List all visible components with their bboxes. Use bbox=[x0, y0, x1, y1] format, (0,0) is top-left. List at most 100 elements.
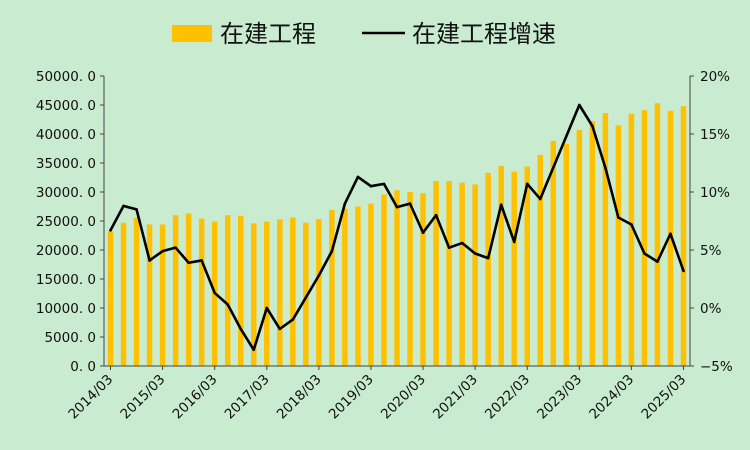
y-left-tick-label: 50000. 0 bbox=[36, 69, 96, 85]
line-point bbox=[109, 228, 112, 232]
bar bbox=[641, 110, 648, 366]
y-left-tick-label: 0. 0 bbox=[70, 359, 96, 375]
line-point bbox=[617, 216, 620, 219]
line-point bbox=[226, 303, 230, 306]
line-point bbox=[174, 246, 177, 249]
bar bbox=[576, 129, 583, 366]
bar bbox=[159, 224, 166, 366]
bar bbox=[420, 193, 426, 366]
x-tick-label: 2020/03 bbox=[378, 372, 429, 423]
bar bbox=[407, 192, 413, 366]
line-point bbox=[604, 166, 607, 169]
bar bbox=[120, 222, 127, 366]
bar bbox=[524, 166, 530, 366]
bar bbox=[107, 231, 114, 366]
line-point bbox=[343, 202, 347, 205]
x-tick-label: 2015/03 bbox=[117, 372, 168, 423]
bar bbox=[628, 113, 635, 366]
line-point bbox=[278, 327, 282, 331]
line-point bbox=[317, 274, 321, 277]
bar bbox=[589, 121, 596, 367]
bar bbox=[446, 180, 452, 366]
y-left-tick-label: 15000. 0 bbox=[36, 272, 96, 288]
bar bbox=[224, 215, 231, 366]
y-right-tick-label: 20% bbox=[700, 69, 730, 85]
x-tick-label: 2021/03 bbox=[430, 372, 481, 423]
line-point bbox=[356, 175, 360, 179]
line-series bbox=[109, 103, 685, 352]
bar bbox=[133, 217, 140, 366]
y-right-tick-label: 15% bbox=[700, 127, 730, 143]
y-left-tick-label: 40000. 0 bbox=[36, 127, 96, 143]
y-left-tick-label: 25000. 0 bbox=[36, 214, 96, 230]
bar bbox=[277, 219, 283, 366]
bar bbox=[303, 222, 309, 366]
line-point bbox=[512, 240, 516, 244]
line-point bbox=[187, 261, 190, 265]
line-point bbox=[499, 203, 503, 207]
x-tick-label: 2024/03 bbox=[586, 372, 637, 423]
line-point bbox=[369, 184, 373, 188]
line-point bbox=[551, 166, 555, 169]
bar bbox=[485, 172, 491, 366]
legend: 在建工程 在建工程增速 bbox=[172, 20, 556, 48]
x-tick-label: 2025/03 bbox=[638, 372, 689, 423]
legend-line-label: 在建工程增速 bbox=[412, 20, 556, 48]
line-point bbox=[135, 208, 138, 211]
x-tick-label: 2018/03 bbox=[274, 372, 325, 423]
bar bbox=[498, 165, 504, 366]
y-left-tick-label: 20000. 0 bbox=[36, 243, 96, 259]
line-point bbox=[265, 306, 269, 310]
line-point bbox=[669, 232, 672, 236]
line-point bbox=[434, 213, 438, 217]
y-right-tick-label: −5% bbox=[700, 359, 733, 375]
line-point bbox=[148, 259, 151, 262]
bar bbox=[472, 184, 478, 366]
line-point bbox=[447, 246, 451, 249]
bar bbox=[680, 106, 687, 366]
bar bbox=[342, 208, 348, 366]
bar bbox=[550, 140, 556, 366]
bar bbox=[355, 206, 361, 366]
x-tick-label: 2014/03 bbox=[65, 372, 116, 423]
bar bbox=[537, 154, 543, 366]
bar bbox=[198, 218, 205, 366]
line-point bbox=[643, 252, 646, 255]
x-tick-label: 2023/03 bbox=[534, 372, 585, 423]
bar bbox=[264, 221, 270, 366]
y-right-tick-label: 5% bbox=[700, 243, 722, 259]
bar bbox=[511, 171, 517, 366]
line-point bbox=[213, 291, 216, 295]
line-point bbox=[473, 252, 477, 255]
bar bbox=[615, 125, 622, 366]
y-left-tick-label: 10000. 0 bbox=[36, 301, 96, 317]
y-left-tick-label: 45000. 0 bbox=[36, 98, 96, 114]
line-point bbox=[682, 269, 685, 273]
x-tick-label: 2016/03 bbox=[170, 372, 221, 423]
bar bbox=[368, 203, 374, 366]
line-point bbox=[304, 296, 308, 299]
bar bbox=[316, 219, 322, 366]
line-point bbox=[330, 249, 334, 253]
bar bbox=[329, 209, 335, 366]
bar bbox=[290, 217, 296, 366]
line-point bbox=[578, 103, 581, 107]
y-right-tick-label: 10% bbox=[700, 185, 730, 201]
line-point bbox=[525, 182, 529, 186]
bar bbox=[172, 215, 179, 366]
y-right-tick-label: 0% bbox=[700, 301, 722, 317]
legend-bar-swatch bbox=[172, 25, 212, 42]
legend-bar-label: 在建工程 bbox=[220, 20, 316, 48]
line-point bbox=[538, 197, 542, 201]
line-point bbox=[591, 124, 594, 128]
bar bbox=[394, 190, 400, 366]
y-left-tick-label: 5000. 0 bbox=[44, 330, 96, 346]
line-point bbox=[408, 202, 412, 205]
bar bbox=[654, 103, 661, 366]
bar-series bbox=[107, 103, 687, 367]
x-tick-label: 2017/03 bbox=[222, 372, 273, 423]
line-point bbox=[239, 327, 243, 331]
bar bbox=[381, 194, 387, 366]
